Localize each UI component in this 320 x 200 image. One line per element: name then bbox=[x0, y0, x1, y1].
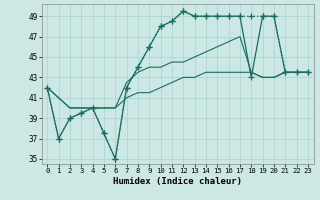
X-axis label: Humidex (Indice chaleur): Humidex (Indice chaleur) bbox=[113, 177, 242, 186]
